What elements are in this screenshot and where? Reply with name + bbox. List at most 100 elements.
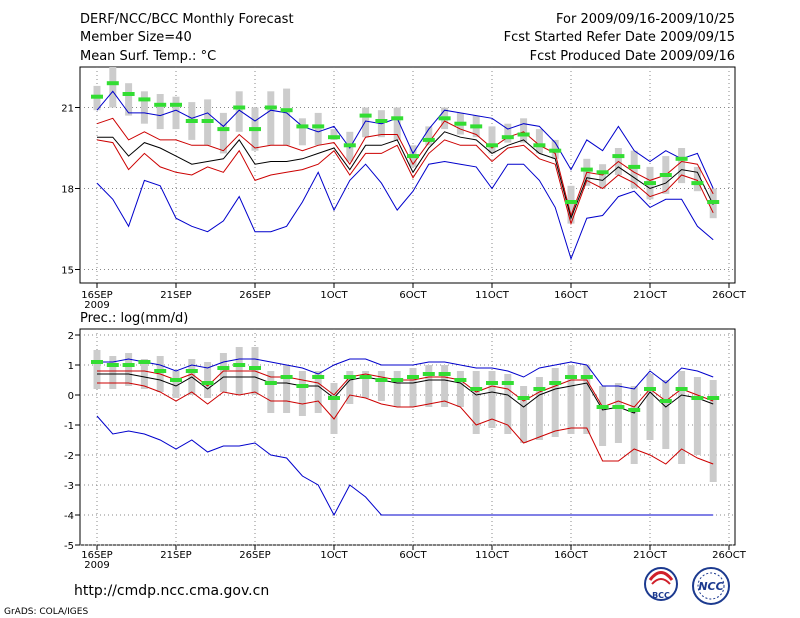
median-mark [280,375,293,379]
median-mark [501,135,514,140]
y-tick-label: 15 [61,266,74,277]
spread-box [409,368,417,407]
x-tick-label: 21SEP [160,290,191,301]
series-max-line [96,90,714,189]
median-mark [533,387,546,391]
spread-box [614,383,622,443]
spread-box [693,377,701,455]
x-tick-label: 26SEP [239,550,270,561]
spread-box [551,368,559,437]
spread-box [125,353,133,386]
x-tick-label: 11OCT [475,550,510,561]
x-tick-label: 21OCT [633,290,668,301]
median-mark [201,119,214,123]
spread-box [219,353,227,392]
median-mark [549,148,562,153]
spread-box [520,118,528,143]
median-mark [612,405,625,409]
median-mark [106,81,119,86]
median-mark [565,375,577,379]
median-mark [328,396,340,400]
median-mark [359,375,372,379]
median-mark [675,156,688,161]
x-tick-label: 6OCT [399,550,427,561]
spread-box [583,365,591,434]
ncc-logo: NCC [692,567,730,605]
median-mark [91,360,103,364]
median-mark [580,167,593,172]
spread-box [441,365,449,407]
bcc-logo: BCC [644,567,678,601]
median-mark [343,375,356,379]
median-mark [170,378,182,382]
spread-box [219,112,227,154]
source-url[interactable]: http://cmdp.ncc.cma.gov.cn [74,583,269,599]
y-tick-label: 0 [68,391,74,402]
series-mean-line [97,131,714,220]
spread-box [425,365,433,407]
series-p80-line [96,117,714,218]
forecast-produced: Fcst Produced Date 2009/09/16 [530,49,735,64]
bcc-logo-text: BCC [652,591,670,600]
series-max-line [97,358,714,390]
spread-box [314,371,322,413]
median-mark [644,387,656,391]
median-mark [154,102,167,107]
median-mark [91,94,103,99]
spread-box [330,129,338,140]
x-tick-label: 1OCT [320,550,348,561]
median-mark [138,97,151,102]
spread-box [330,383,338,434]
spread-box [678,371,686,464]
median-mark [201,381,214,385]
x-tick-label: 16SEP [81,550,112,561]
ncc-logo-text: NCC [698,580,723,593]
spread-box [456,371,464,407]
median-mark [422,372,435,376]
median-mark [580,375,593,379]
spread-box [472,371,480,434]
median-mark [707,200,720,204]
y-tick-label: -1 [64,421,74,432]
median-mark [454,121,467,126]
y-tick-label: 18 [61,185,74,196]
spread-box [567,365,575,434]
median-mark [644,181,656,186]
spread-box [504,374,512,434]
median-mark [486,381,498,385]
x-tick-label: 21OCT [633,550,668,561]
median-mark [659,173,672,177]
x-tick-label: 26OCT [712,290,747,301]
spread-box [646,374,654,440]
spread-box [599,386,607,446]
median-mark [517,132,530,137]
median-mark [249,127,261,132]
spread-box [393,107,401,140]
series-p20-line [96,139,714,226]
spread-box [235,91,243,132]
spread-box [520,386,528,443]
median-mark [549,381,562,385]
median-mark [122,363,135,367]
median-mark [691,396,704,400]
x-tick-label: 21SEP [160,550,191,561]
x-year-label: 2009 [84,300,109,311]
median-mark [170,102,182,107]
spread-box [283,88,291,146]
median-mark [296,124,309,129]
spread-box [140,91,148,124]
spread-box [599,164,607,189]
y-tick-label: 1 [68,361,74,372]
median-mark [185,119,198,123]
median-mark [501,381,514,385]
median-mark [612,154,625,159]
spread-box [125,83,133,116]
spread-box [709,380,717,482]
spread-box [567,185,575,224]
series-min-line [96,160,714,261]
plot-frame [79,66,736,284]
spread-box [283,365,291,413]
median-mark [106,363,119,367]
spread-box [535,129,543,154]
spread-box [267,371,275,413]
